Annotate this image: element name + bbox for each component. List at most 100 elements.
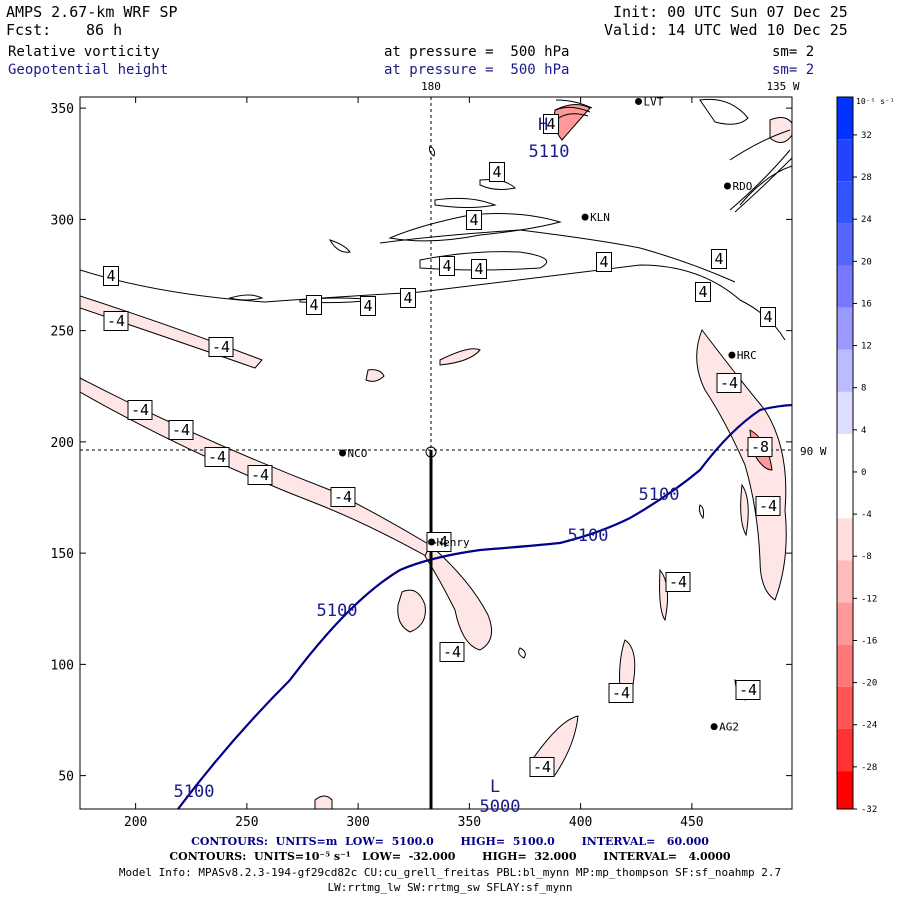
- height-labels: 5100 5100 5100 5100 5110 5000: [174, 142, 680, 817]
- vorticity-label-negative-box: [204, 447, 230, 467]
- colorbar-label: 32: [861, 131, 872, 141]
- colorbar-label: 16: [861, 299, 872, 309]
- vorticity-label-negative-box: [755, 496, 781, 516]
- vorticity-label-positive-box: [439, 256, 455, 276]
- station-marker: [428, 538, 436, 546]
- vorticity-label-positive: 4: [546, 115, 555, 133]
- vorticity-label-negative: -4: [720, 374, 738, 392]
- vorticity-label-negative: -4: [334, 488, 352, 506]
- right-label-90w: 90 W: [800, 445, 827, 458]
- height-contour-label: 5000: [480, 797, 521, 817]
- vorticity-label-negative-box: [247, 465, 273, 485]
- field1-smoothing: sm= 2: [772, 44, 815, 60]
- y-tick-label: 300: [51, 213, 74, 228]
- vorticity-label-negative: -4: [107, 312, 125, 330]
- field2-smoothing: sm= 2: [772, 62, 815, 78]
- colorbar-swatch: [837, 476, 853, 519]
- vorticity-label-positive-box: [400, 288, 416, 308]
- vorticity-label-negative-box: [208, 337, 234, 357]
- field2-name: Geopotential height: [8, 62, 169, 78]
- station-label: Henry: [437, 536, 470, 549]
- vorticity-label-negative: -4: [443, 643, 461, 661]
- colorbar-label: -12: [861, 594, 877, 604]
- height-contour-label: 5100: [568, 526, 609, 546]
- footer-contours-vorticity: CONTOURS: UNITS=10⁻⁵ s⁻¹ LOW= -32.000 HI…: [169, 850, 731, 863]
- vorticity-label-positive: 4: [469, 211, 478, 229]
- colorbar-label: -28: [861, 763, 877, 773]
- vorticity-label-positive: 4: [106, 267, 115, 285]
- station-label: HRC: [737, 349, 757, 362]
- colorbar-swatch: [837, 434, 853, 477]
- model-title: AMPS 2.67-km WRF SP: [6, 3, 178, 21]
- positive-vorticity-contours: [80, 98, 792, 659]
- colorbar-label: 28: [861, 173, 872, 183]
- colorbar-swatch: [837, 602, 853, 645]
- height-contour-label: 5100: [639, 485, 680, 505]
- vorticity-label-negative-box: [103, 311, 129, 331]
- vorticity-label-positive: 4: [599, 253, 608, 271]
- vorticity-label-positive-box: [466, 210, 482, 230]
- colorbar-swatch: [837, 391, 853, 435]
- colorbar-label: 8: [861, 384, 866, 394]
- colorbar-swatch: [837, 181, 853, 224]
- vorticity-label-negative-box: [127, 400, 153, 420]
- height-contour-label: 5110: [529, 142, 570, 162]
- vorticity-label-negative: -4: [212, 338, 230, 356]
- top-label-180: 180: [421, 80, 441, 93]
- vorticity-label-negative-box: [426, 532, 452, 552]
- x-tick-label: 350: [458, 815, 481, 830]
- colorbar-swatch: [837, 644, 853, 687]
- negative-vorticity-regions: [80, 117, 792, 809]
- colorbar-label: 4: [861, 426, 866, 436]
- vorticity-label-positive-box: [543, 114, 559, 134]
- vorticity-label-negative: -4: [208, 448, 226, 466]
- vorticity-label-negative: -8: [751, 438, 769, 456]
- station-marker: [710, 723, 718, 731]
- colorbar: 32 28 24 20 16 12 8 4 0 -4 -8 -12 -16 -20 -24 -28 -32: [836, 96, 877, 815]
- station-marker: [723, 182, 731, 190]
- vorticity-label-positive-box: [103, 266, 119, 286]
- vorticity-label-negative: -4: [739, 681, 757, 699]
- colorbar-swatch: [837, 771, 853, 809]
- x-tick-label: 400: [569, 815, 592, 830]
- vorticity-label-positive: 4: [698, 283, 707, 301]
- station-label: KLN: [590, 211, 610, 224]
- height-contour-label: 5100: [174, 782, 215, 802]
- vorticity-label-negative: -4: [430, 533, 448, 551]
- y-tick-label: 250: [51, 325, 74, 340]
- footer-model-info-2: LW:rrtmg_lw SW:rrtmg_sw SFLAY:sf_mynn: [327, 881, 573, 894]
- station-marker: [634, 97, 642, 105]
- vorticity-label-negative-box: [330, 487, 356, 507]
- station-marker: [339, 449, 347, 457]
- axes: 200 250 300 350 400 450 50 100 150 200 250 300 350: [51, 97, 792, 830]
- vorticity-label-positive-box: [489, 162, 505, 182]
- valid-time: Valid: 14 UTC Wed 10 Dec 25: [604, 21, 848, 39]
- vorticity-label-negative-box: [608, 683, 634, 703]
- colorbar-swatch: [837, 139, 853, 182]
- colorbar-swatch: [837, 307, 853, 350]
- height-contour-label: 5100: [317, 601, 358, 621]
- vorticity-label-negative: -4: [251, 466, 269, 484]
- vorticity-label-negative-box: [716, 373, 742, 393]
- colorbar-swatch: [837, 265, 853, 308]
- vorticity-label-positive-box: [306, 295, 322, 315]
- vorticity-label-positive-box: [360, 296, 376, 316]
- colorbar-label: -8: [861, 552, 872, 562]
- colorbar-swatch: [837, 728, 853, 772]
- colorbar-frame: [836, 96, 854, 810]
- station-label: NCO: [348, 447, 368, 460]
- low-marker: L: [490, 777, 500, 797]
- colorbar-swatch: [837, 518, 853, 561]
- colorbar-label: -32: [861, 805, 877, 815]
- vorticity-label-positive: 4: [442, 257, 451, 275]
- colorbar-swatch: [837, 686, 853, 729]
- colorbar-swatch: [837, 349, 853, 392]
- station-label: LVT: [643, 95, 663, 108]
- vorticity-label-positive-box: [471, 259, 487, 279]
- vorticity-label-negative-box: [529, 757, 555, 777]
- x-tick-label: 250: [235, 815, 258, 830]
- section-end-marker: [425, 446, 437, 458]
- vorticity-label-positive-box: [596, 252, 612, 272]
